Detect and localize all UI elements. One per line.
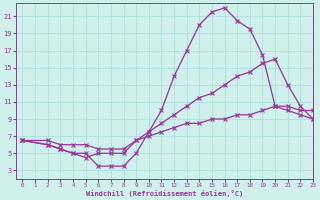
X-axis label: Windchill (Refroidissement éolien,°C): Windchill (Refroidissement éolien,°C)	[86, 190, 243, 197]
